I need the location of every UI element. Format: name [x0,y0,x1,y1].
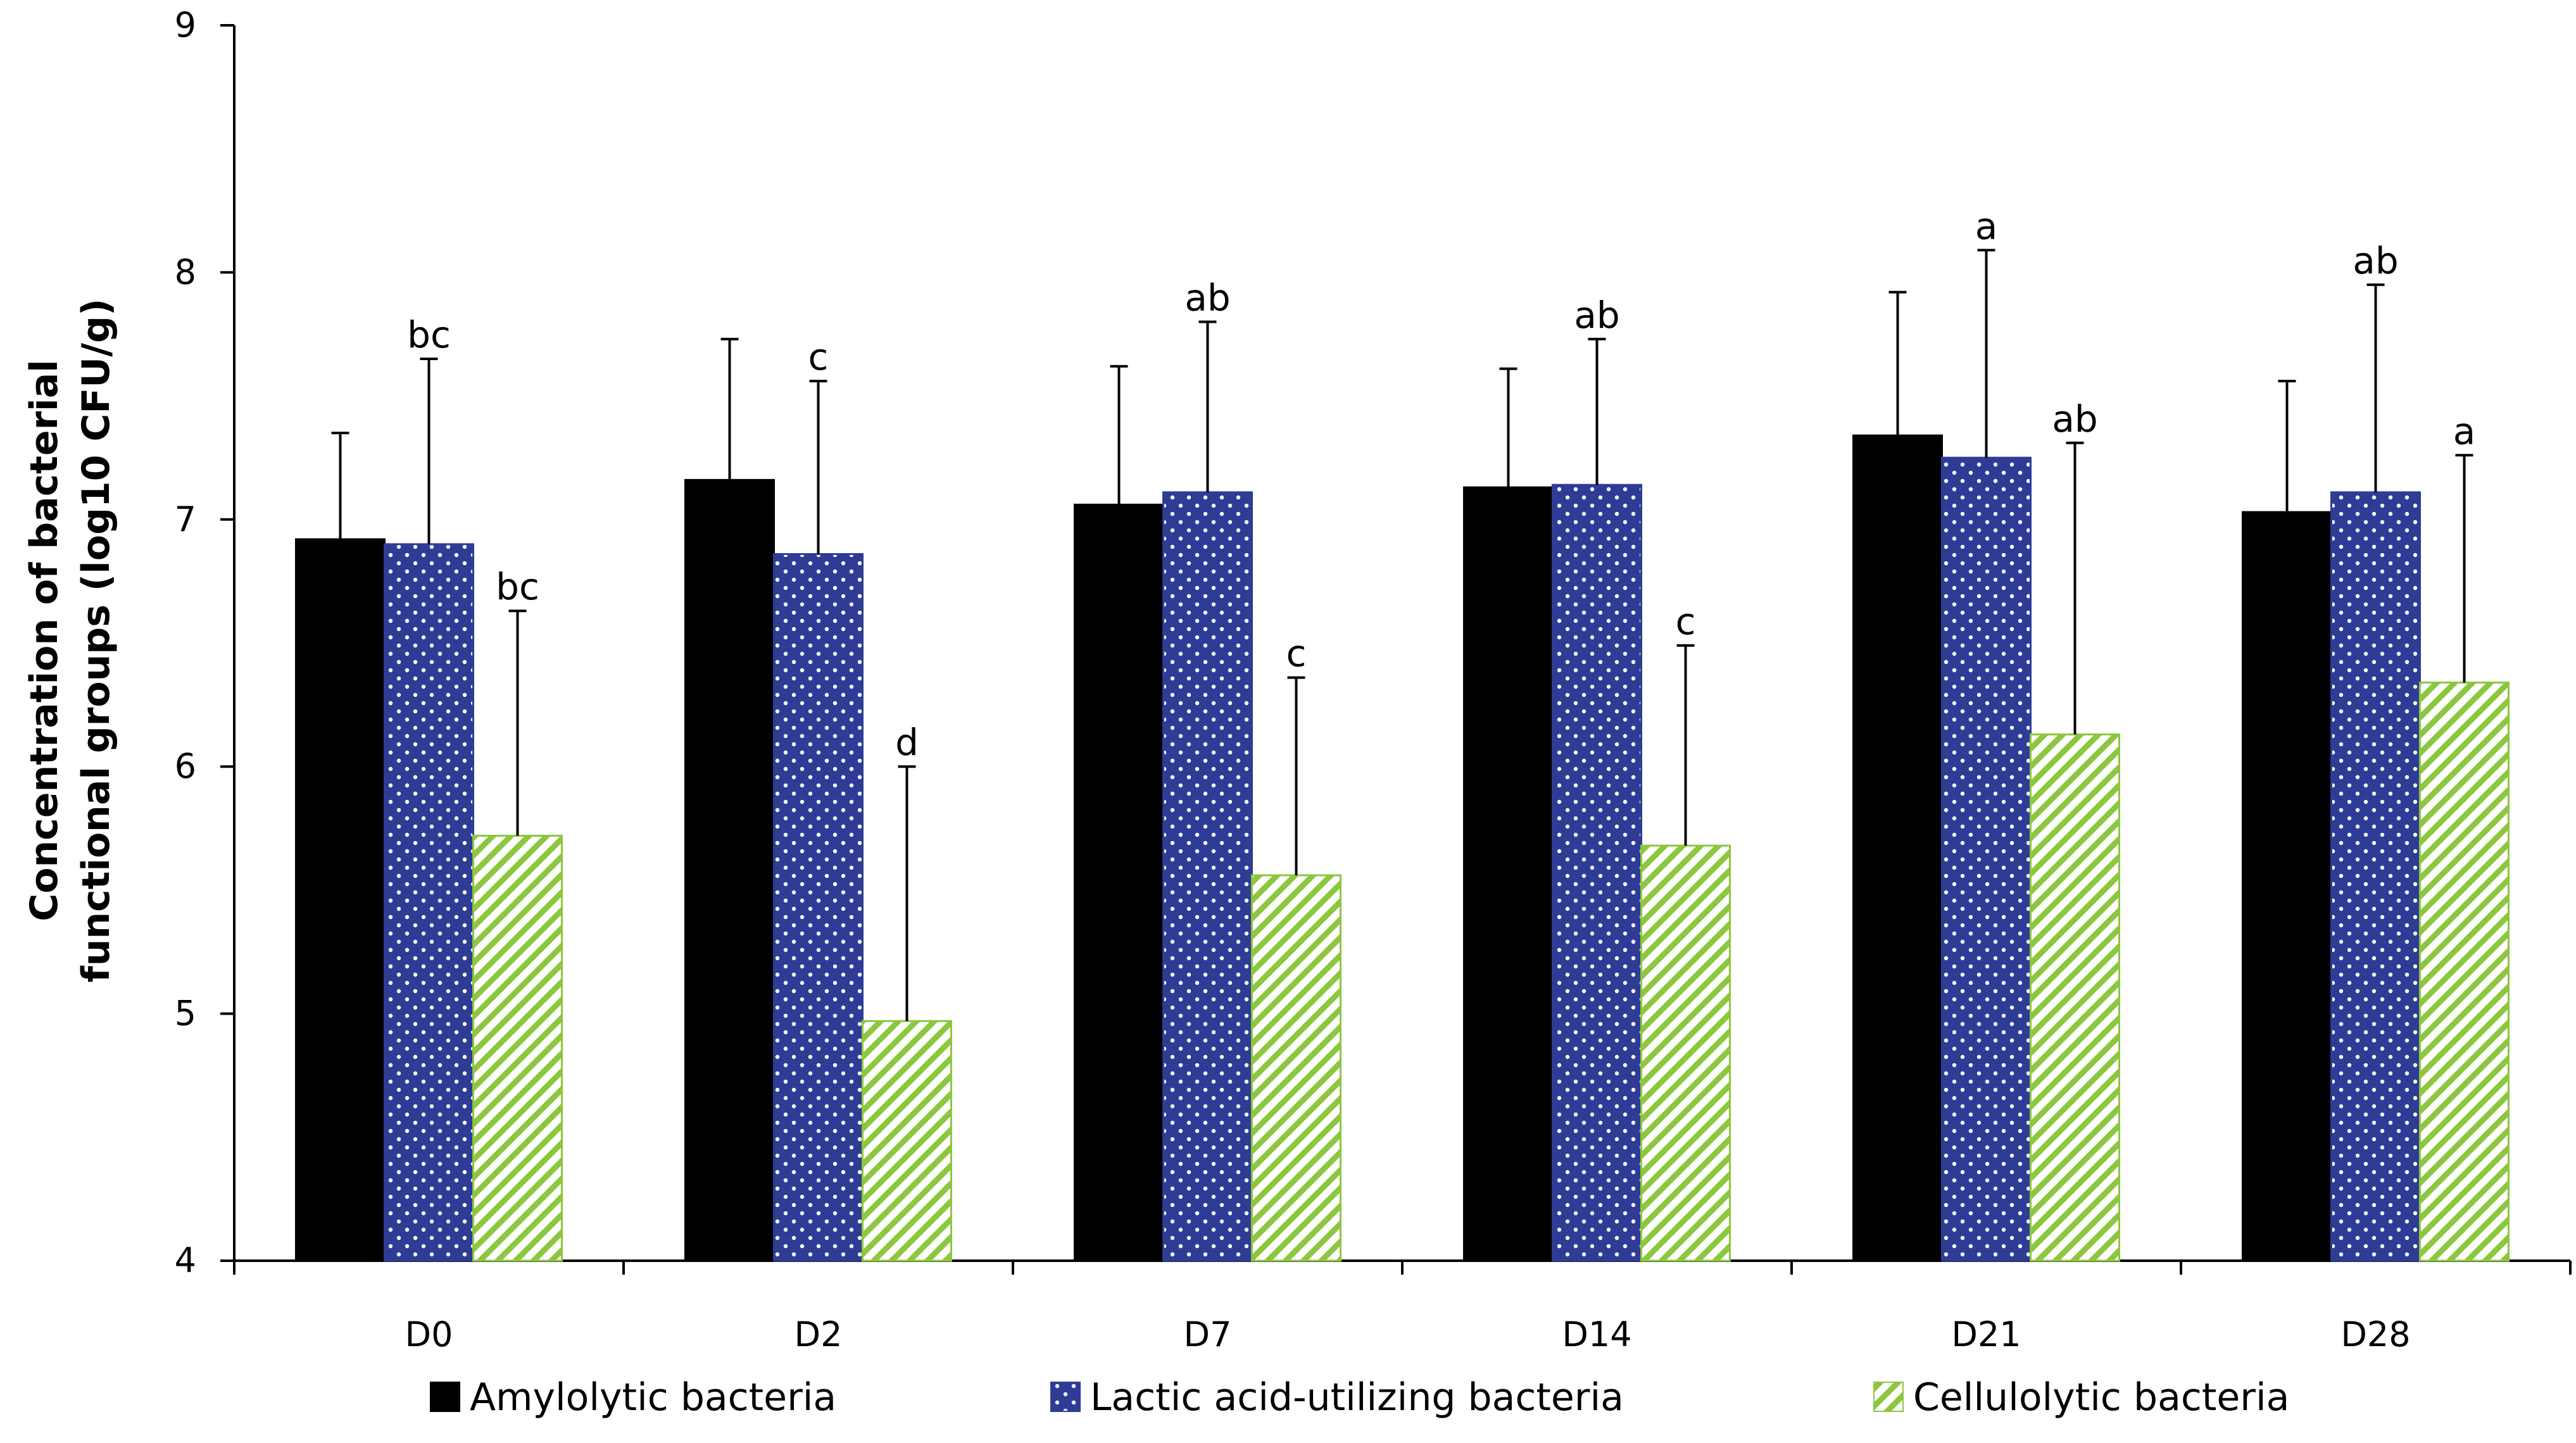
bar-diagonal-D7 [1251,874,1341,1262]
x-tick-label: D0 [405,1315,453,1354]
bar-solid-D2 [684,478,775,1262]
y-tick-label: 4 [175,1240,196,1280]
significance-label: bc [496,565,539,608]
y-tick-label: 7 [175,499,196,539]
bar-dots-D21 [1941,456,2032,1262]
x-tick-label: D28 [2340,1315,2410,1354]
legend-swatch-dots [1050,1382,1081,1412]
y-tick-label: 6 [175,746,196,786]
significance-label: a [1975,204,1998,247]
bar-solid-D7 [1074,503,1164,1262]
significance-label: ab [2052,397,2097,440]
y-axis-title-line-1: Concentration of bacterial [22,359,66,921]
bar-solid-D0 [295,538,386,1262]
y-tick-label: 8 [175,252,196,292]
bar-solid-D28 [2242,511,2332,1262]
bar-diagonal-D21 [2030,733,2120,1262]
legend-swatch-solid [430,1382,460,1412]
bar-dots-D7 [1162,491,1253,1262]
x-tick-label: D14 [1562,1315,1631,1354]
significance-label: a [2453,409,2476,453]
x-tick-label: D7 [1184,1315,1232,1354]
significance-label: ab [1574,294,1619,337]
legend-label: Amylolytic bacteria [470,1375,836,1420]
bar-dots-D2 [773,553,864,1262]
significance-label: ab [1184,276,1230,319]
y-axis-title-line-2: functional groups (log10 CFU/g) [74,299,118,983]
bar-dots-D28 [2330,491,2421,1262]
legend-label: Lactic acid-utilizing bacteria [1090,1375,1624,1420]
bar-solid-D14 [1463,486,1554,1262]
y-tick-label: 9 [175,5,196,45]
significance-label: d [895,721,919,764]
y-tick-label: 5 [175,994,196,1034]
bar-diagonal-D28 [2419,681,2510,1262]
bar-dots-D0 [384,543,474,1262]
legend-swatch-diagonal [1873,1382,1904,1412]
bar-diagonal-D0 [472,835,563,1262]
x-tick-label: D21 [1951,1315,2021,1354]
significance-label: bc [407,313,451,356]
significance-label: ab [2353,239,2398,282]
significance-label: c [1676,600,1696,643]
significance-label: c [808,335,829,378]
bar-solid-D21 [1852,434,1943,1262]
bar-dots-D14 [1552,484,1642,1262]
legend-label: Cellulolytic bacteria [1913,1375,2289,1420]
x-tick-label: D2 [795,1315,843,1354]
bar-diagonal-D14 [1640,844,1731,1262]
bar-diagonal-D2 [862,1020,952,1262]
significance-label: c [1286,632,1307,675]
